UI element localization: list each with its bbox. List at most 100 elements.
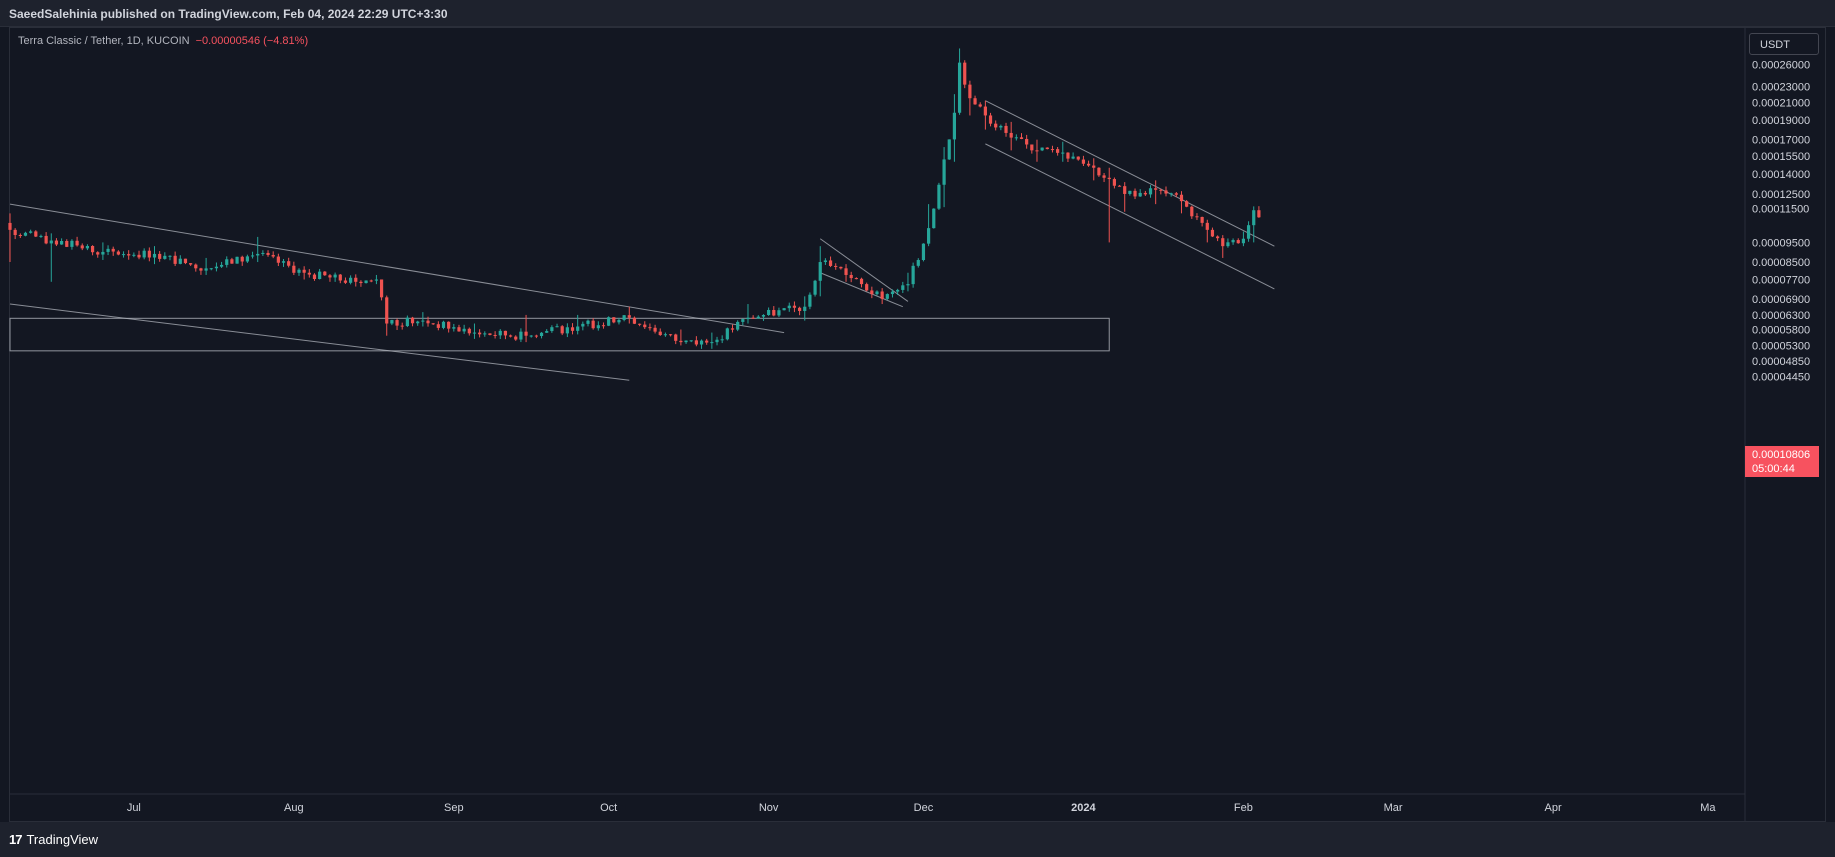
candle — [1040, 147, 1044, 152]
range-box[interactable] — [9, 317, 1110, 352]
candle — [963, 60, 967, 89]
trendline-drawings — [9, 100, 1275, 381]
candle — [952, 94, 957, 162]
candle — [44, 232, 48, 245]
channel-dec2023-lower[interactable] — [985, 143, 1275, 290]
published-by-text: SaeedSalehinia published on TradingView.… — [9, 7, 448, 21]
price-tick-label: 0.00021000 — [1752, 97, 1810, 109]
candle-body — [385, 297, 389, 324]
candle-body — [23, 232, 28, 236]
candle — [813, 279, 817, 297]
candle-body — [519, 331, 523, 340]
candle-body — [1061, 152, 1065, 154]
price-tick-label: 0.00004850 — [1752, 356, 1810, 368]
candle-body — [49, 240, 53, 244]
candle-body — [39, 235, 43, 237]
candle — [896, 288, 900, 296]
candle-body — [937, 184, 941, 209]
candle — [978, 102, 982, 108]
candle — [65, 239, 69, 248]
tradingview-logo[interactable]: 17 TradingView — [9, 832, 98, 847]
candle-body — [570, 327, 575, 331]
channel-nov2023-upper[interactable] — [819, 238, 909, 302]
candle-body — [1210, 229, 1215, 237]
candle-body — [1221, 238, 1225, 247]
candle — [906, 272, 910, 292]
candle-body — [1143, 192, 1147, 195]
candle — [973, 95, 977, 105]
candle — [663, 332, 668, 337]
candle-body — [1030, 144, 1034, 151]
candle-body — [1040, 147, 1044, 151]
candle — [792, 301, 797, 313]
candle — [684, 340, 688, 344]
candle-body — [736, 321, 740, 330]
channel-mid2023-lower[interactable] — [9, 303, 630, 381]
candle-body — [266, 252, 270, 255]
candle — [911, 262, 915, 288]
channel-nov2023-lower[interactable] — [820, 272, 903, 308]
candle-body — [318, 271, 322, 280]
time-axis: Jul Aug Sep Oct Nov Dec 2024 Feb Mar Apr Ma — [127, 802, 1717, 814]
candle-body — [906, 284, 910, 286]
candle-body — [1241, 238, 1246, 244]
candle-body — [1019, 137, 1024, 139]
candle — [921, 243, 926, 262]
candle-body — [163, 255, 167, 259]
time-tick-label: Oct — [600, 802, 617, 814]
candle — [1143, 190, 1147, 197]
candle — [560, 325, 564, 336]
candle — [720, 335, 724, 344]
candle-body — [54, 240, 59, 245]
candle — [1210, 227, 1215, 238]
candle-body — [416, 321, 420, 324]
channel-dec2023-upper[interactable] — [985, 100, 1275, 247]
candle-body — [116, 251, 120, 255]
candle — [1164, 186, 1168, 197]
channel-mid2023-upper[interactable] — [9, 203, 785, 334]
candle — [576, 314, 580, 335]
candle — [679, 329, 683, 346]
candle-body — [859, 278, 864, 285]
time-tick-label: Mar — [1384, 802, 1403, 814]
currency-button[interactable]: USDT — [1749, 33, 1819, 55]
candle-body — [390, 320, 394, 324]
candle-body — [111, 248, 115, 252]
candle-body — [725, 328, 729, 340]
candle — [39, 234, 43, 238]
candle — [364, 280, 368, 284]
price-tick-label: 0.00008500 — [1752, 257, 1810, 269]
candle-body — [1190, 206, 1194, 217]
candle — [1061, 141, 1065, 162]
candle-body — [338, 274, 342, 281]
candle-body — [292, 265, 296, 273]
candle-body — [142, 250, 146, 258]
candle-body — [1025, 138, 1029, 145]
candle-body — [1226, 242, 1230, 247]
candle — [927, 204, 931, 247]
candle-body — [963, 62, 967, 85]
candle — [653, 324, 657, 334]
candle — [173, 251, 177, 267]
candle-body — [694, 340, 698, 345]
candle — [746, 304, 750, 324]
candle — [818, 246, 822, 297]
candle — [503, 330, 508, 340]
candle-body — [668, 334, 673, 336]
candle — [508, 334, 513, 338]
bar-countdown: 05:00:44 — [1752, 463, 1795, 475]
candle-body — [524, 331, 528, 336]
symbol-title: Terra Classic / Tether, 1D, KUCOIN — [18, 35, 190, 47]
candle — [292, 261, 296, 276]
candle — [761, 314, 766, 321]
candle-body — [478, 332, 482, 335]
candle — [13, 228, 17, 240]
candle-body — [730, 328, 735, 330]
candle-body — [1050, 149, 1055, 151]
candle-body — [560, 326, 564, 334]
candle — [447, 321, 451, 333]
candle-body — [927, 228, 931, 244]
candle — [29, 229, 33, 234]
